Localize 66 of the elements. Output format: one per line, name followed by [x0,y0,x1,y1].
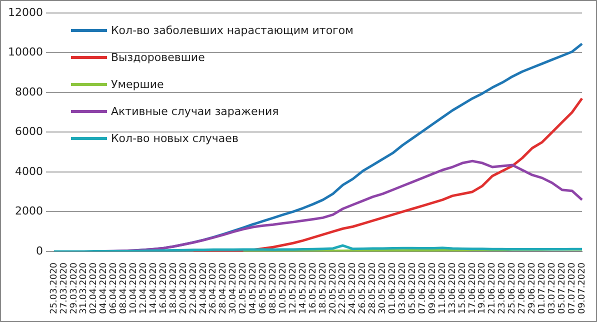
x-tick-label: 22.04.2020 [188,262,199,314]
x-tick-label: 17.06.2020 [468,262,478,314]
x-tick-label: 21.06.2020 [488,262,498,314]
legend-label: Активные случаи заражения [111,105,279,118]
x-tick-label: 13.06.2020 [448,262,458,314]
x-tick-label: 23.06.2020 [498,262,508,314]
x-tick-label: 10.05.2020 [278,262,288,314]
x-tick-label: 18.05.2020 [318,262,328,314]
x-tick-label: 06.05.2020 [258,262,269,314]
x-tick-label: 30.04.2020 [228,262,239,314]
x-tick-label: 20.05.2020 [328,262,338,314]
x-tick-label: 08.05.2020 [268,262,279,314]
y-tick-label: 4000 [14,164,43,178]
legend-label: Кол-во новых случаев [111,132,238,145]
y-tick-label: 12000 [8,6,43,19]
x-tick-label: 15.06.2020 [458,262,468,314]
x-tick-label: 29.06.2020 [528,262,538,314]
x-tick-label: 31.03.2020 [79,262,90,314]
x-tick-label: 27.03.2020 [59,262,70,314]
x-tick-label: 27.06.2020 [518,262,528,314]
x-tick-label: 25.06.2020 [508,262,518,314]
x-tick-label: 14.05.2020 [298,262,308,314]
x-tick-label: 01.07.2020 [537,262,548,314]
x-tick-label: 16.04.2020 [158,262,169,314]
x-tick-label: 30.05.2020 [378,262,388,314]
x-tick-label: 02.05.2020 [238,262,249,314]
x-tick-label: 03.07.2020 [547,262,558,314]
x-tick-label: 11.06.2020 [438,262,448,314]
x-tick-label: 24.05.2020 [348,262,358,314]
x-tick-label: 29.03.2020 [69,262,80,314]
legend-label: Умершие [111,78,164,91]
x-tick-label: 07.07.2020 [567,262,578,314]
x-tick-label: 06.04.2020 [109,262,120,314]
y-tick-label: 8000 [14,85,43,98]
x-tick-label: 04.04.2020 [99,262,110,314]
x-tick-label: 05.07.2020 [557,262,568,314]
x-tick-label: 12.04.2020 [139,262,149,314]
x-tick-label: 02.04.2020 [89,262,100,314]
x-tick-label: 09.07.2020 [577,262,588,314]
x-tick-label: 08.04.2020 [119,262,130,314]
x-tick-label: 28.05.2020 [368,262,378,314]
legend-label: Кол-во заболевших нарастающим итогом [111,24,354,37]
legend-label: Выздоровевшие [111,51,205,64]
x-tick-label: 03.06.2020 [398,262,408,314]
y-tick-label: 0 [36,244,43,258]
x-tick-label: 14.04.2020 [148,262,159,314]
x-tick-label: 26.04.2020 [208,262,219,314]
x-tick-label: 26.05.2020 [358,262,368,314]
x-tick-label: 28.04.2020 [218,262,229,314]
x-tick-label: 05.06.2020 [408,262,418,314]
x-tick-label: 01.06.2020 [388,262,398,314]
y-tick-label: 10000 [8,46,43,59]
x-tick-label: 22.05.2020 [338,262,348,314]
x-tick-label: 24.04.2020 [198,262,209,314]
y-tick-label: 6000 [14,125,43,138]
x-tick-label: 18.04.2020 [168,262,179,314]
x-tick-label: 12.05.2020 [288,262,298,314]
x-tick-label: 09.06.2020 [428,262,438,314]
x-tick-label: 10.04.2020 [129,262,140,314]
x-tick-label: 20.04.2020 [178,262,189,314]
x-tick-label: 04.05.2020 [248,262,259,314]
x-tick-label: 25.03.2020 [49,262,60,314]
x-tick-label: 16.05.2020 [308,262,318,314]
x-tick-label: 07.06.2020 [418,262,428,314]
y-tick-label: 2000 [14,204,43,218]
x-tick-label: 19.06.2020 [478,262,488,314]
